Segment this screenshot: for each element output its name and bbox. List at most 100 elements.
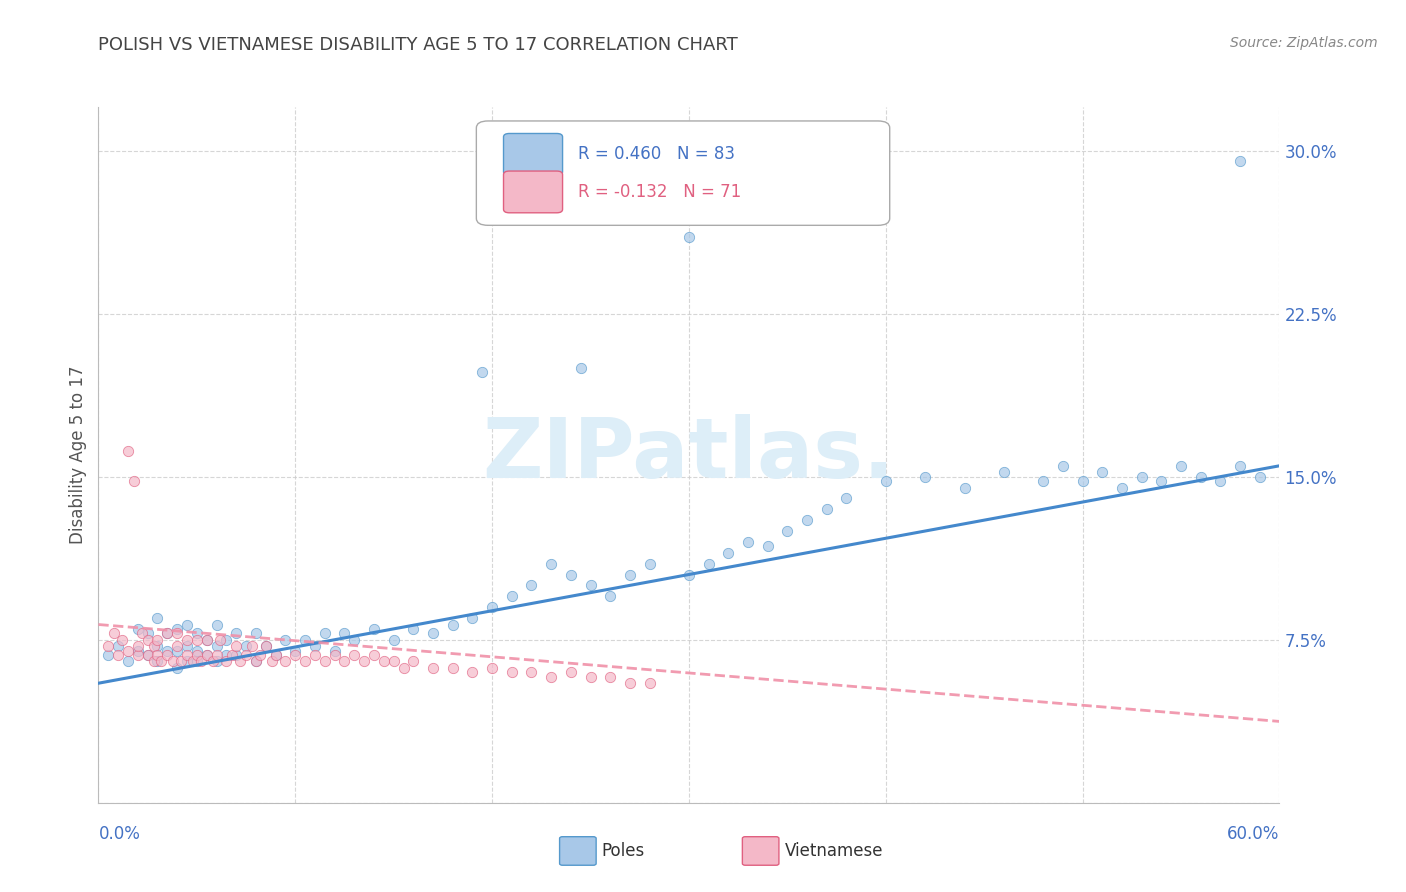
Point (131, 626, 153, 640)
Point (323, 643, 346, 657)
Point (599, 589, 621, 603)
Point (156, 626, 179, 640)
Point (254, 639, 277, 653)
Point (284, 648, 307, 662)
Text: Source: ZipAtlas.com: Source: ZipAtlas.com (1230, 36, 1378, 50)
Point (294, 655, 316, 669)
Point (229, 655, 252, 669)
Point (441, 617, 464, 632)
Point (1111, 481, 1133, 495)
Point (363, 622, 385, 636)
Point (579, 578, 602, 592)
Point (186, 643, 208, 657)
Point (186, 648, 208, 662)
Point (181, 655, 204, 669)
Y-axis label: Disability Age 5 to 17: Disability Age 5 to 17 (69, 366, 87, 544)
Text: R = -0.132   N = 71: R = -0.132 N = 71 (578, 183, 741, 201)
Point (166, 643, 188, 657)
Point (1209, 474, 1232, 488)
Point (343, 632, 366, 647)
Point (136, 648, 159, 662)
Point (471, 365, 494, 379)
Point (136, 626, 159, 640)
Point (402, 622, 425, 636)
Point (520, 578, 543, 592)
Text: POLISH VS VIETNAMESE DISABILITY AGE 5 TO 17 CORRELATION CHART: POLISH VS VIETNAMESE DISABILITY AGE 5 TO… (98, 36, 738, 54)
Point (122, 474, 145, 488)
Point (201, 655, 224, 669)
Point (150, 655, 173, 669)
Point (136, 632, 159, 647)
Point (186, 626, 208, 640)
Point (170, 655, 193, 669)
Point (737, 535, 759, 549)
Point (176, 639, 198, 653)
Point (294, 632, 316, 647)
Point (221, 648, 243, 662)
Point (1150, 474, 1173, 488)
Point (195, 632, 218, 647)
Point (560, 567, 582, 582)
Point (166, 639, 188, 653)
Point (1130, 469, 1153, 483)
Point (1032, 474, 1054, 488)
Point (314, 626, 336, 640)
Point (215, 648, 238, 662)
Point (186, 655, 208, 669)
Point (579, 670, 602, 684)
Point (1189, 469, 1212, 483)
FancyBboxPatch shape (503, 134, 562, 175)
Text: R = 0.460   N = 83: R = 0.460 N = 83 (578, 145, 735, 163)
Point (107, 648, 129, 662)
Point (142, 655, 165, 669)
Point (353, 655, 375, 669)
Point (1052, 458, 1074, 473)
FancyBboxPatch shape (503, 171, 562, 213)
Point (333, 626, 356, 640)
Point (156, 626, 179, 640)
Point (304, 639, 326, 653)
Point (1249, 469, 1271, 483)
Point (540, 557, 562, 571)
Point (176, 655, 198, 669)
Point (343, 648, 366, 662)
Point (254, 639, 277, 653)
Point (117, 643, 139, 657)
Point (176, 648, 198, 662)
Point (1071, 474, 1094, 488)
Point (225, 639, 247, 653)
Point (422, 661, 444, 675)
Point (209, 632, 232, 647)
Point (560, 665, 582, 680)
Point (249, 648, 271, 662)
Point (205, 648, 228, 662)
Point (190, 655, 212, 669)
Point (225, 648, 247, 662)
Point (103, 626, 125, 640)
Point (382, 655, 405, 669)
Point (127, 639, 149, 653)
Point (97, 639, 120, 653)
Point (422, 626, 444, 640)
Point (796, 513, 818, 527)
Point (284, 643, 307, 657)
Point (205, 639, 228, 653)
Point (363, 648, 385, 662)
Point (569, 360, 592, 375)
Point (162, 655, 184, 669)
Point (245, 655, 267, 669)
Point (195, 648, 218, 662)
Point (260, 655, 283, 669)
Point (638, 557, 661, 571)
Point (176, 632, 198, 647)
Point (914, 469, 936, 483)
Point (481, 661, 503, 675)
Text: Poles: Poles (602, 842, 645, 860)
Point (166, 661, 188, 675)
Point (619, 567, 641, 582)
Point (146, 639, 169, 653)
Point (240, 639, 263, 653)
Point (1229, 458, 1251, 473)
Point (619, 676, 641, 690)
Point (274, 632, 297, 647)
